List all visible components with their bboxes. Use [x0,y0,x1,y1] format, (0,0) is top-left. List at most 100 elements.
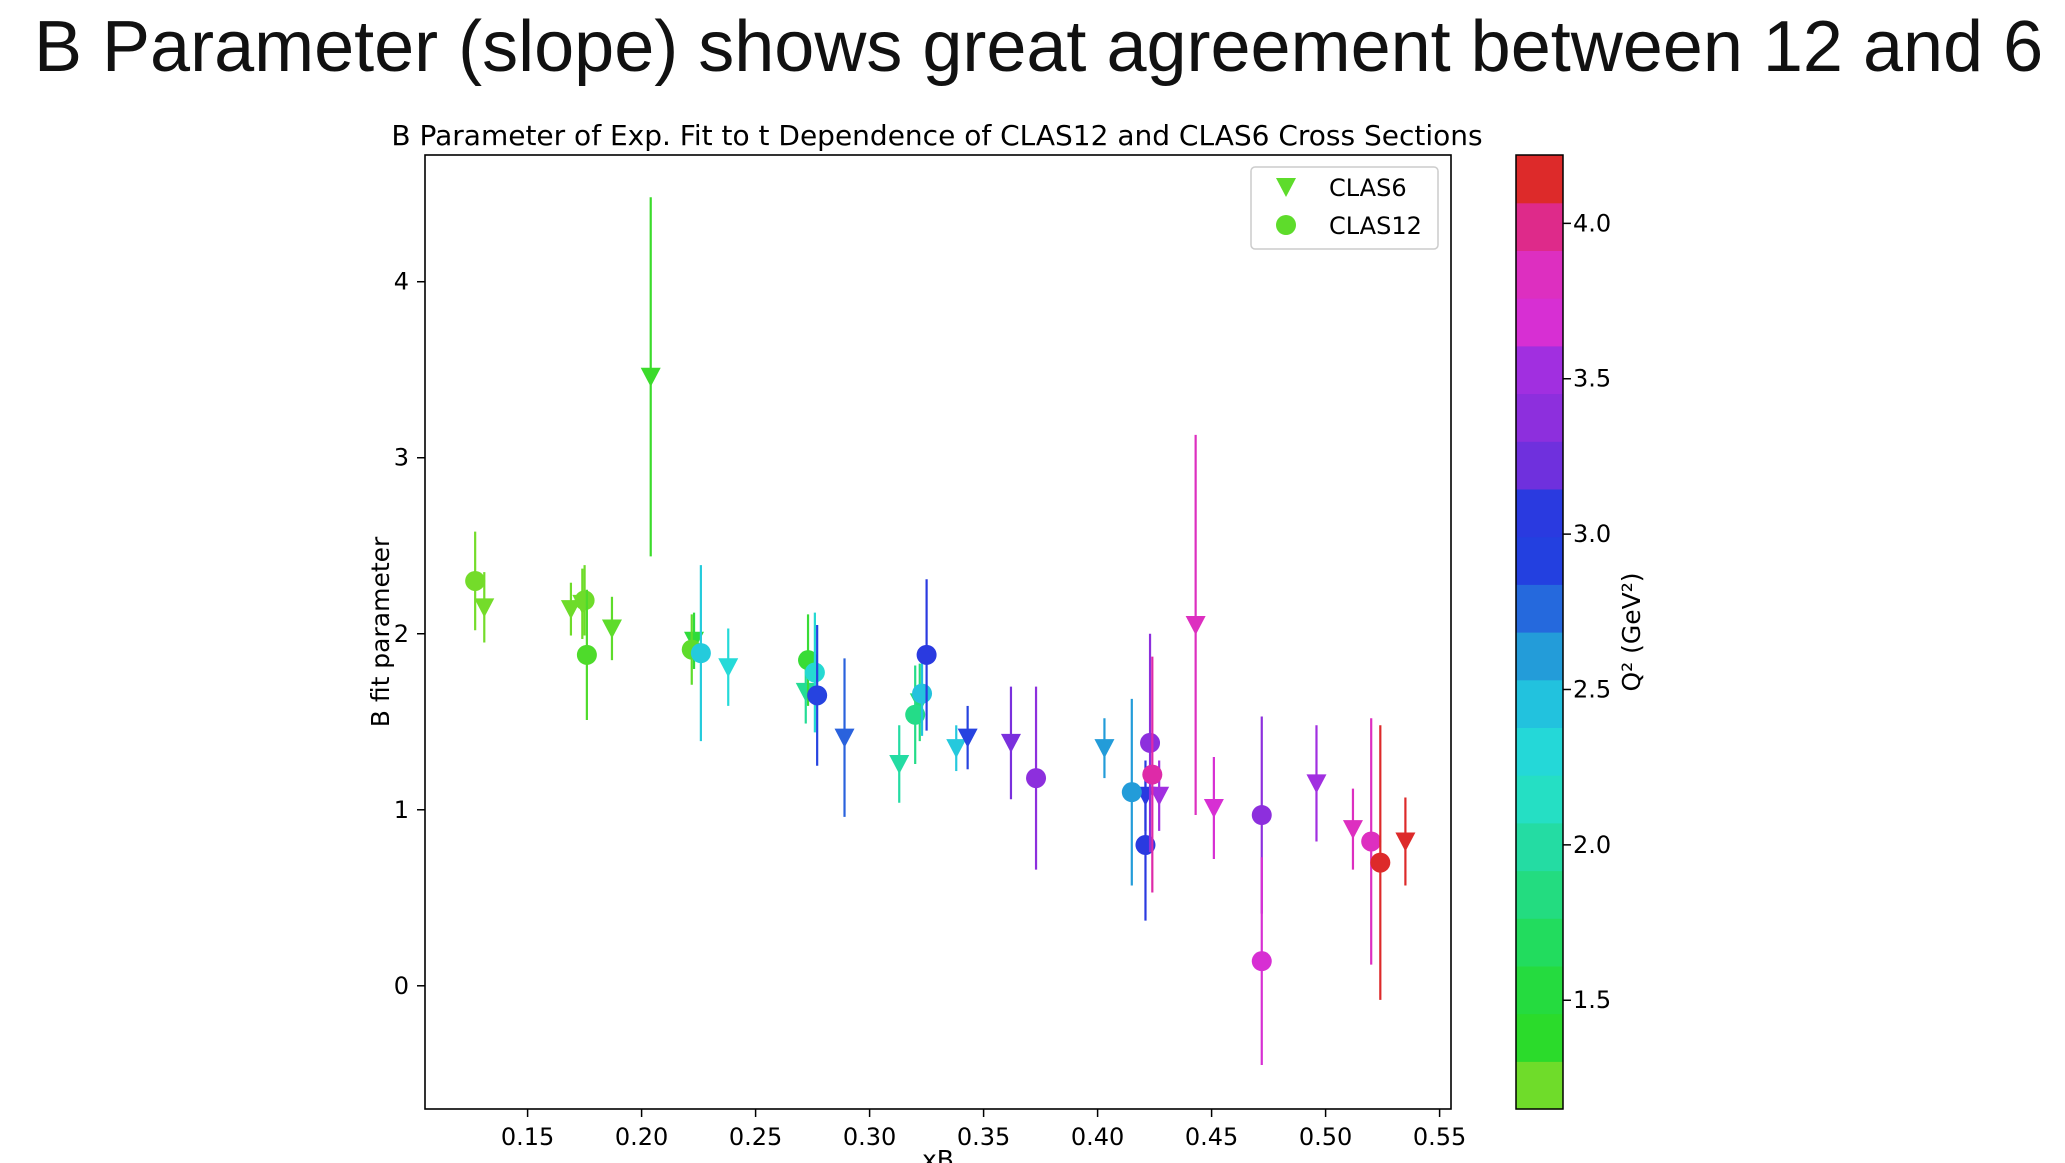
y-tick-label: 2 [394,620,409,648]
clas12-point [1361,718,1382,965]
clas12-point [1370,725,1391,1000]
colorbar-segment [1516,155,1563,204]
legend-label: CLAS12 [1329,212,1422,240]
triangle-marker [889,755,910,775]
triangle-marker [474,598,495,618]
colorbar-segment [1516,250,1563,299]
triangle-marker [1342,820,1363,840]
plot-frame [424,154,1452,1110]
triangle-marker [957,728,978,748]
triangle-marker [1395,832,1416,852]
circle-marker [804,662,825,683]
circle-marker [1121,782,1142,803]
chart-title: B Parameter of Exp. Fit to t Dependence … [391,119,1482,152]
circle-marker [807,685,828,706]
triangle-marker [834,728,855,748]
clas6-point [957,705,978,770]
triangle-marker [1094,739,1115,759]
triangle-marker [946,739,967,759]
circle-marker [916,644,937,665]
colorbar-segment [1516,298,1563,347]
y-tick-label: 0 [394,972,409,1000]
clas12-point [804,612,825,733]
x-tick-label: 0.40 [1071,1123,1124,1151]
colorbar-segment [1516,584,1563,633]
x-tick-label: 0.25 [729,1123,782,1151]
x-tick-label: 0.35 [957,1123,1010,1151]
triangle-marker [1203,799,1224,819]
colorbar-segment [1516,1061,1563,1110]
triangle-marker [1000,733,1021,753]
legend-triangle-marker [1276,178,1296,197]
colorbar-tick-label: 3.0 [1573,520,1611,548]
colorbar-segment [1516,918,1563,967]
clas12-point [1140,633,1161,853]
circle-marker [912,683,933,704]
circle-marker [576,644,597,665]
colorbar-segment [1516,822,1563,872]
colorbar-segment [1516,441,1563,490]
clas12-point [1026,686,1047,870]
colorbar-label: Q² (GeV²) [1617,572,1646,691]
colorbar-segment [1516,727,1563,776]
clas12-point [905,665,926,765]
clas6-point [1342,788,1363,870]
clas12-point [574,565,595,636]
circle-marker [1370,852,1391,873]
x-tick-label: 0.50 [1299,1123,1352,1151]
circle-marker [905,704,926,725]
colorbar-tick-label: 2.0 [1573,831,1611,859]
clas6-point [560,582,581,636]
circle-marker [1140,732,1161,753]
x-tick-label: 0.15 [501,1123,554,1151]
clas12-point [465,531,486,631]
colorbar-segment [1516,679,1563,728]
clas6-point [1185,434,1206,816]
triangle-marker [1149,786,1170,806]
clas12-point [1121,698,1142,886]
clas12-point [1142,656,1163,893]
triangle-marker [1185,615,1206,635]
clas12-point [807,624,828,766]
clas6-point [1203,756,1224,860]
clas12-point [576,589,597,721]
colorbar-segment [1516,1013,1563,1062]
legend-label: CLAS6 [1329,174,1407,202]
colorbar-segment [1516,632,1563,681]
circle-marker [1251,805,1272,826]
legend-entry: CLAS12 [1276,212,1422,240]
colorbar-frame [1515,154,1564,1110]
circle-marker [574,590,595,611]
x-axis: 0.15 0.20 0.25 0.30 0.35 0.40 0.45 0.50 0.55 [501,1109,1466,1151]
clas12-point [916,579,937,731]
plot-area [465,197,1416,1065]
legend-entry: CLAS6 [1276,174,1407,202]
clas12-point [1251,857,1272,1065]
y-axis: 0 1 2 3 4 [394,268,425,1000]
clas6-point [1094,718,1115,779]
clas12-point [690,565,711,742]
colorbar-segment [1516,202,1563,251]
y-tick-label: 4 [394,268,409,296]
colorbar-tick-label: 2.5 [1573,675,1611,703]
circle-marker [1361,831,1382,852]
slide-title: B Parameter (slope) shows great agreemen… [34,7,2044,87]
circle-marker [465,570,486,591]
clas6-point [1306,725,1327,842]
clas6-point [834,658,855,817]
y-tick-label: 1 [394,796,409,824]
triangle-marker [1306,774,1327,794]
legend-circle-marker [1276,215,1296,235]
colorbar-segment [1516,775,1563,824]
clas6-point [946,725,967,772]
colorbar-segment [1516,345,1563,395]
colorbar-segment [1516,536,1563,585]
circle-marker [1142,764,1163,785]
x-tick-label: 0.55 [1413,1123,1466,1151]
y-tick-label: 3 [394,444,409,472]
clas6-point [1000,686,1021,800]
colorbar-segment [1516,965,1563,1015]
x-tick-label: 0.30 [843,1123,896,1151]
colorbar-segment [1516,870,1563,919]
circle-marker [1251,951,1272,972]
